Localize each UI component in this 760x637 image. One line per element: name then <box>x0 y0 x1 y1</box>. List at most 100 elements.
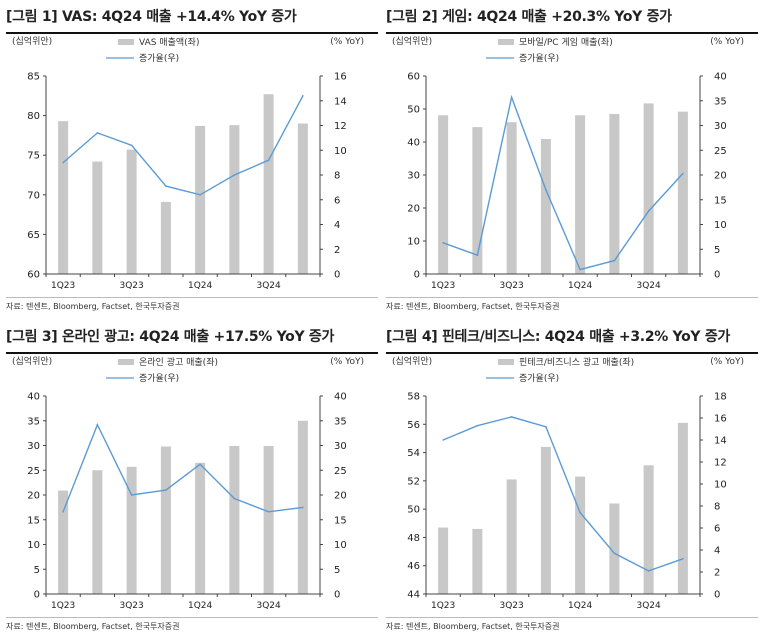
legend-bar-label: 핀테크/비즈니스 광고 매출(좌) <box>519 356 634 368</box>
y-right-tick-label: 20 <box>714 171 727 182</box>
y-left-tick-label: 56 <box>407 420 420 431</box>
bar-2Q23 <box>472 528 483 594</box>
x-tick-label: 3Q24 <box>636 281 661 291</box>
y-right-tick-label: 30 <box>334 441 347 452</box>
y-right-tick-label: 5 <box>714 245 720 256</box>
growth-point-4Q23 <box>165 185 167 187</box>
bar-3Q24 <box>263 445 274 594</box>
growth-point-3Q24 <box>647 210 650 212</box>
y-left-tick-label: 0 <box>414 270 420 281</box>
y-right-tick-label: 20 <box>334 491 347 502</box>
growth-point-1Q23 <box>62 511 64 513</box>
y-left-tick-label: 20 <box>27 491 40 502</box>
bar-3Q24 <box>263 94 274 274</box>
legend-bar-label: VAS 매출액(좌) <box>139 36 199 48</box>
legend-bar-swatch <box>118 39 134 45</box>
bar-2Q24 <box>609 503 620 594</box>
bar-4Q23 <box>160 201 171 274</box>
bar-1Q23 <box>438 527 449 594</box>
bar-2Q24 <box>229 125 240 274</box>
y-right-tick-label: 35 <box>714 96 727 107</box>
bar-2Q23 <box>92 161 103 274</box>
bar-1Q23 <box>438 115 449 275</box>
growth-point-3Q24 <box>267 511 270 513</box>
y-right-tick-label: 0 <box>714 590 720 601</box>
x-tick-label: 3Q23 <box>499 601 523 611</box>
growth-rate-line <box>62 422 303 513</box>
growth-rate-line <box>62 95 304 196</box>
bar-3Q24 <box>643 103 654 274</box>
y-right-tick-label: 12 <box>714 458 727 469</box>
x-tick-label: 3Q23 <box>119 281 143 291</box>
growth-point-4Q24 <box>682 558 684 560</box>
y-left-tick-label: 75 <box>27 151 40 162</box>
growth-point-1Q23 <box>442 242 444 244</box>
y-right-tick-label: 8 <box>714 502 720 513</box>
y-left-tick-label: 30 <box>407 171 420 182</box>
x-tick-label: 3Q24 <box>256 281 281 291</box>
chart-title: [그림 2] 게임: 4Q24 매출 +20.3% YoY 증가 <box>386 9 672 25</box>
growth-point-4Q24 <box>302 506 304 509</box>
title-rule <box>6 32 378 34</box>
bar-2Q23 <box>92 470 103 594</box>
growth-point-1Q24 <box>199 194 201 196</box>
y-right-tick-label: 14 <box>714 436 727 447</box>
y-right-tick-label: 2 <box>714 568 720 579</box>
y-left-tick-label: 30 <box>27 441 40 452</box>
y-right-tick-label: 8 <box>334 171 340 182</box>
source-rule <box>6 617 378 618</box>
y-right-tick-label: 4 <box>714 546 720 557</box>
y-right-tick-label: 5 <box>334 565 340 576</box>
growth-point-4Q23 <box>545 189 547 191</box>
y-right-tick-label: 16 <box>714 414 727 425</box>
source-rule <box>386 297 758 298</box>
y-right-tick-label: 15 <box>714 195 727 206</box>
x-tick-label: 1Q23 <box>51 281 75 291</box>
y-right-tick-label: 6 <box>334 195 340 206</box>
chart-title: [그림 4] 핀테크/비즈니스: 4Q24 매출 +3.2% YoY 증가 <box>386 329 730 345</box>
growth-point-1Q23 <box>442 439 444 441</box>
y-right-tick-label: 10 <box>334 146 347 157</box>
growth-point-3Q23 <box>510 96 513 99</box>
y-left-tick-label: 80 <box>27 111 40 122</box>
y-left-tick-label: 35 <box>27 416 40 427</box>
y-right-tick-label: 4 <box>334 220 340 231</box>
growth-point-4Q23 <box>165 489 167 491</box>
unit-label-right: (% YoY) <box>330 37 364 47</box>
y-left-tick-label: 85 <box>27 72 40 83</box>
y-right-tick-label: 25 <box>714 146 727 157</box>
chart-panel-vas: [그림 1] VAS: 4Q24 매출 +14.4% YoY 증가 (십억위안)… <box>6 6 378 316</box>
legend-bar-swatch <box>498 39 514 45</box>
unit-label-left: (십억위안) <box>12 35 52 47</box>
source-note: 자료: 텐센트, Bloomberg, Factset, 한국투자증권 <box>6 622 180 631</box>
y-right-tick-label: 15 <box>334 515 347 526</box>
growth-point-2Q24 <box>233 497 236 500</box>
growth-point-3Q23 <box>510 416 513 418</box>
title-rule <box>386 352 758 354</box>
growth-point-2Q24 <box>613 259 616 262</box>
bar-4Q23 <box>540 446 551 594</box>
source-note: 자료: 텐센트, Bloomberg, Factset, 한국투자증권 <box>386 622 560 631</box>
growth-point-2Q23 <box>476 424 479 427</box>
y-left-tick-label: 52 <box>407 476 420 487</box>
growth-point-2Q23 <box>96 423 99 426</box>
y-left-tick-label: 50 <box>407 105 420 116</box>
y-left-tick-label: 10 <box>27 540 40 551</box>
y-left-tick-label: 50 <box>407 505 420 516</box>
bar-1Q24 <box>195 462 206 594</box>
legend-line-label: 증가율(우) <box>519 53 559 64</box>
chart-panel-online-ads: [그림 3] 온라인 광고: 4Q24 매출 +17.5% YoY 증가 (십억… <box>6 326 378 636</box>
growth-point-4Q24 <box>302 95 304 97</box>
y-right-tick-label: 10 <box>714 220 727 231</box>
x-tick-label: 1Q24 <box>568 281 593 291</box>
unit-label-right: (% YoY) <box>330 357 364 367</box>
x-tick-label: 3Q24 <box>256 601 281 611</box>
legend-bar-label: 온라인 광고 매출(좌) <box>139 356 218 368</box>
y-left-tick-label: 20 <box>407 204 420 215</box>
x-tick-label: 1Q23 <box>51 601 75 611</box>
growth-point-4Q23 <box>545 426 547 428</box>
bar-2Q24 <box>229 445 240 594</box>
growth-point-1Q24 <box>199 463 201 466</box>
x-tick-label: 1Q24 <box>188 601 213 611</box>
y-right-tick-label: 40 <box>714 72 727 83</box>
